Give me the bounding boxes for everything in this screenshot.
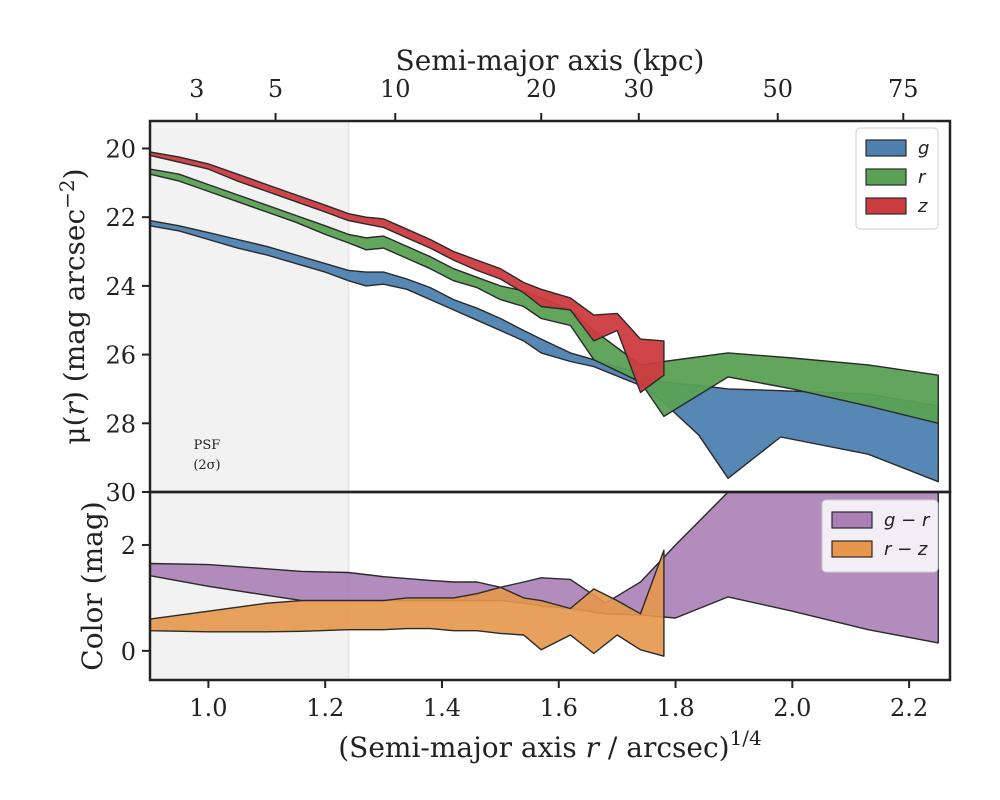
x-label-sup: 1/4 xyxy=(730,726,762,750)
x-tick-label: 1.8 xyxy=(656,694,694,722)
color-y-axis-label: Color (mag) xyxy=(76,501,109,670)
bottom-x-axis-label: (Semi-major axis r / arcsec)1/4 xyxy=(338,726,762,764)
y-label-mu: μ( xyxy=(58,415,91,444)
y-label-close: ) xyxy=(58,168,91,179)
surface-brightness-y-axis-label: μ(r) (mag arcsec−2) xyxy=(55,168,91,444)
legend-label: r xyxy=(918,167,927,188)
color-y-tick-label: 0 xyxy=(121,638,136,666)
top-panel-y-ticks: 20 22 24 26 28 30 xyxy=(105,135,150,507)
band-z-2 xyxy=(149,151,665,394)
x-tick-label: 1.4 xyxy=(423,694,461,722)
legend-label: z xyxy=(917,196,928,217)
legend-label: r − z xyxy=(884,539,928,560)
band-r-1 xyxy=(149,168,939,424)
kpc-tick-label: 20 xyxy=(526,75,557,103)
kpc-tick-label: 50 xyxy=(762,75,793,103)
top-axis-kpc-ticks: 3 5 10 20 30 50 75 xyxy=(189,75,919,121)
y-label-sup: −2 xyxy=(55,179,79,208)
kpc-tick-label: 10 xyxy=(380,75,411,103)
bottom-panel-y-ticks: 02 xyxy=(121,532,150,666)
legend-swatch xyxy=(831,511,873,529)
y-tick-label: 22 xyxy=(105,204,136,232)
color-y-tick-label: 2 xyxy=(121,532,136,560)
kpc-tick-label: 75 xyxy=(888,75,919,103)
x-label-base: (Semi-major axis xyxy=(338,731,585,764)
surface-brightness-series xyxy=(149,151,939,483)
legend-swatch xyxy=(865,139,907,157)
x-tick-label: 2.2 xyxy=(890,694,928,722)
psf-label: PSF xyxy=(194,438,221,453)
top-legend: grz xyxy=(855,127,939,230)
x-tick-label: 1.6 xyxy=(540,694,578,722)
y-tick-label: 20 xyxy=(105,135,136,163)
y-label-rest: ) (mag arcsec xyxy=(58,209,91,402)
legend-label: g xyxy=(918,138,929,159)
x-tick-label: 1.2 xyxy=(306,694,344,722)
x-label-var: r xyxy=(586,731,601,764)
legend-swatch xyxy=(831,540,873,558)
psf-sigma-label: (2σ) xyxy=(193,458,220,473)
x-tick-label: 2.0 xyxy=(773,694,811,722)
bottom-panel-frame xyxy=(148,490,952,682)
y-tick-label: 26 xyxy=(105,342,136,370)
y-label-var: r xyxy=(58,400,91,415)
legend-swatch xyxy=(865,197,907,215)
kpc-tick-label: 30 xyxy=(623,75,654,103)
legend-swatch xyxy=(865,168,907,186)
legend-label: g − r xyxy=(884,510,931,531)
band-rz-1 xyxy=(149,549,665,657)
color-series xyxy=(149,491,939,657)
kpc-tick-label: 3 xyxy=(189,75,204,103)
y-tick-label: 28 xyxy=(105,410,136,438)
bottom-panel-x-ticks: 1.0 1.2 1.4 1.6 1.8 2.0 2.2 xyxy=(189,680,928,722)
bottom-legend: g − r r − z xyxy=(821,499,939,573)
kpc-tick-label: 5 xyxy=(268,75,283,103)
x-tick-label: 1.0 xyxy=(189,694,227,722)
top-axis-label: Semi-major axis (kpc) xyxy=(396,44,705,77)
x-label-rest: / arcsec) xyxy=(599,731,730,764)
y-tick-label: 24 xyxy=(105,273,136,301)
band-g-0 xyxy=(149,219,939,483)
y-tick-label: 30 xyxy=(105,479,136,507)
